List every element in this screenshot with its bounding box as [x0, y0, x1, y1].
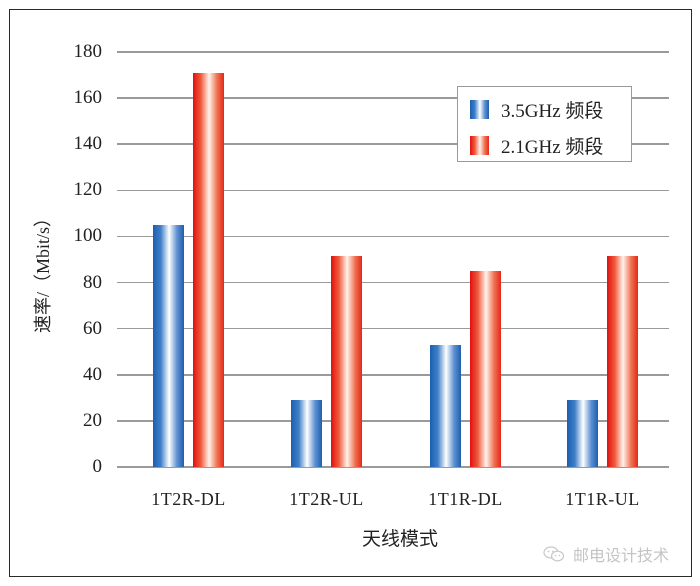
gridline: [117, 235, 669, 238]
bar-1t1r-ul-2.1ghz: [607, 256, 638, 467]
gridline: [117, 281, 669, 284]
x-tick-label: 1T2R-DL: [151, 489, 226, 509]
x-axis-title: 天线模式: [361, 529, 438, 550]
bar-1t2r-ul-3.5ghz: [291, 400, 322, 467]
wechat-icon: [543, 546, 565, 562]
legend-swatch-red: [470, 136, 489, 155]
gridline: [117, 327, 669, 330]
bar-1t2r-dl-3.5ghz: [153, 224, 184, 467]
y-tick-label: 160: [73, 87, 103, 109]
y-tick-label: 20: [83, 409, 102, 431]
bar-1t1r-dl-2.1ghz: [470, 271, 501, 467]
y-tick-label: 40: [83, 363, 102, 385]
gridline: [117, 189, 669, 192]
watermark: 邮电设计技术: [543, 542, 669, 566]
legend-item-3.5ghz: 3.5GHz 频段: [470, 96, 603, 123]
gridline: [117, 466, 669, 468]
legend-label: 2.1GHz 频段: [501, 137, 604, 158]
legend-item-2.1ghz: 2.1GHz 频段: [470, 132, 603, 159]
x-tick-label: 1T2R-UL: [289, 489, 364, 509]
y-tick-label: 60: [83, 317, 102, 339]
x-tick-label: 1T1R-UL: [565, 489, 640, 509]
x-tick-label: 1T1R-DL: [428, 489, 503, 509]
gridline: [117, 97, 669, 99]
y-tick-label: 120: [73, 179, 103, 201]
chart-frame: [9, 9, 692, 577]
legend-swatch-blue: [470, 100, 489, 119]
bar-1t2r-dl-2.1ghz: [193, 72, 224, 467]
bar-1t1r-ul-3.5ghz: [567, 400, 598, 467]
y-tick-label: 0: [92, 456, 103, 477]
gridline: [117, 374, 669, 376]
bar-1t2r-ul-2.1ghz: [331, 256, 362, 467]
legend-label: 3.5GHz 频段: [501, 101, 604, 122]
gridline: [117, 143, 669, 145]
y-tick-label: 100: [73, 225, 103, 247]
watermark-text: 邮电设计技术: [573, 546, 670, 565]
y-tick-label: 80: [83, 271, 102, 293]
gridline: [117, 420, 669, 422]
bar-1t1r-dl-3.5ghz: [430, 344, 461, 467]
y-tick-label: 140: [73, 133, 103, 155]
y-tick-label: 180: [73, 41, 103, 62]
gridline: [117, 51, 669, 53]
legend: 3.5GHz 频段 2.1GHz 频段: [457, 86, 632, 162]
